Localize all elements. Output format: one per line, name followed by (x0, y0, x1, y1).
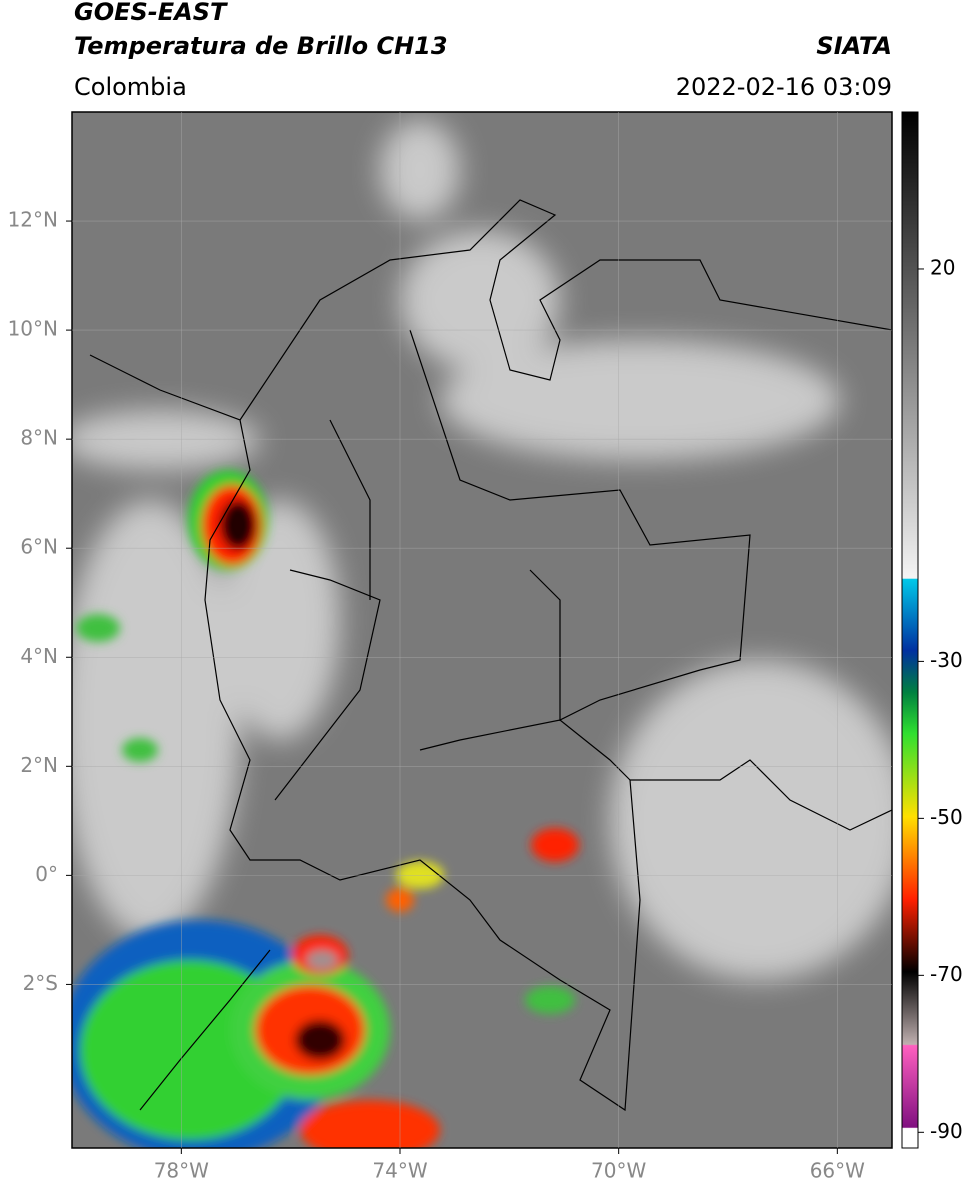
lat-tick-label: 0° (35, 862, 58, 886)
colorbar-tick-label: -30 (930, 648, 963, 672)
timestamp: 2022-02-16 03:09 (676, 73, 892, 101)
colorbar-tick-label: -90 (930, 1119, 963, 1143)
lat-tick-label: 10°N (8, 317, 58, 341)
title: GOES-EAST (74, 0, 228, 26)
colorbar-tick-label: -50 (930, 805, 963, 829)
lon-tick-label: 78°W (154, 1159, 209, 1183)
source: SIATA (816, 32, 892, 60)
lon-tick-label: 74°W (372, 1159, 427, 1183)
lat-tick-label: 8°N (20, 426, 58, 450)
map-frame (71, 111, 893, 1149)
lon-tick-label: 66°W (810, 1159, 865, 1183)
lat-tick-label: 2°N (20, 753, 58, 777)
colorbar (901, 111, 919, 1149)
region: Colombia (74, 73, 187, 101)
satellite-image (72, 112, 892, 1148)
colorbar-tick-label: -70 (930, 962, 963, 986)
lon-tick-label: 70°W (591, 1159, 646, 1183)
lat-tick-label: 2°S (23, 971, 58, 995)
lat-tick-label: 12°N (8, 208, 58, 232)
lat-tick-label: 6°N (20, 535, 58, 559)
colorbar-tick-label: 20 (930, 255, 955, 279)
lat-tick-label: 4°N (20, 644, 58, 668)
title: Temperatura de Brillo CH13 (74, 32, 448, 60)
